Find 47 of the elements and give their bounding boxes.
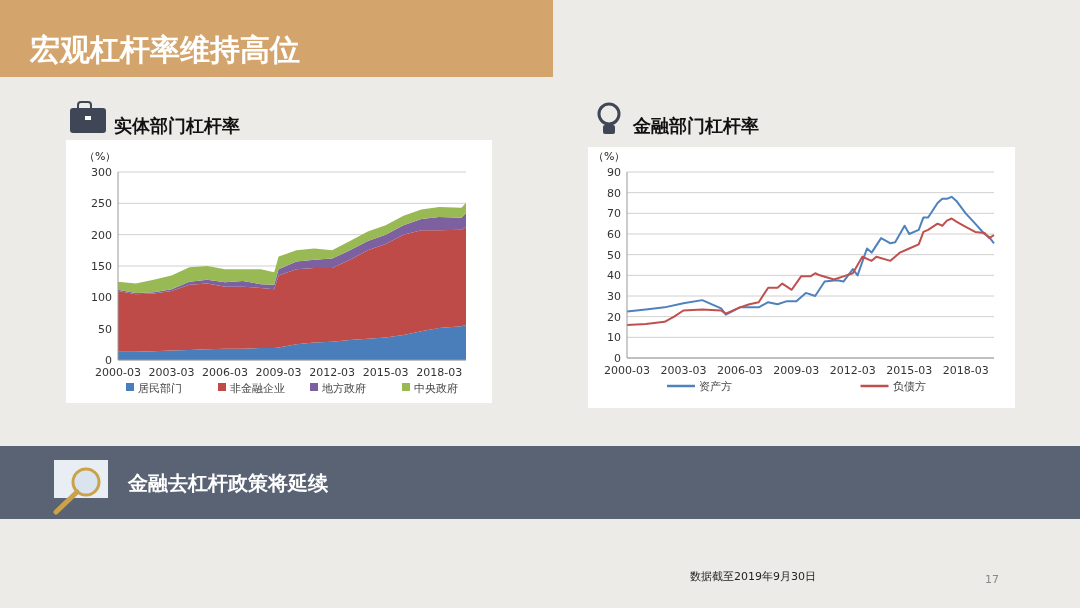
y-tick-label: 30: [607, 289, 621, 303]
y-tick-label: 10: [607, 331, 621, 345]
legend-label: 居民部门: [138, 382, 182, 395]
y-tick-label: 60: [607, 227, 621, 241]
y-tick-label: 20: [607, 310, 621, 324]
x-tick-label: 2015-03: [886, 364, 933, 377]
legend-label: 地方政府: [321, 382, 366, 395]
y-tick-label: 70: [607, 207, 621, 221]
y-tick-label: 300: [91, 165, 112, 179]
legend-label: 中央政府: [414, 382, 458, 395]
y-tick-label: 90: [607, 165, 621, 179]
text: 宏观杠杆率维持高位: [29, 32, 300, 67]
y-axis-title: （%）: [84, 150, 117, 163]
y-tick-label: 50: [98, 322, 112, 336]
x-tick-label: 2000-03: [95, 366, 141, 379]
x-tick-label: 2009-03: [255, 366, 302, 379]
chart-title: 实体部门杠杆率: [114, 115, 240, 136]
x-tick-label: 2006-03: [716, 364, 763, 377]
x-tick-label: 2009-03: [773, 364, 820, 377]
y-tick-label: 200: [91, 228, 112, 242]
y-tick-label: 40: [607, 269, 621, 283]
x-tick-label: 2000-03: [604, 364, 650, 377]
x-tick-label: 2015-03: [362, 366, 409, 379]
y-tick-label: 150: [91, 259, 112, 273]
legend-label: 非金融企业: [230, 382, 285, 395]
y-tick-label: 250: [91, 197, 112, 211]
legend-label: 负债方: [892, 380, 926, 393]
y-tick-label: 100: [91, 291, 112, 305]
chart-title: 金融部门杠杆率: [632, 115, 759, 136]
x-tick-label: 2012-03: [309, 366, 356, 379]
y-tick-label: 80: [607, 186, 621, 200]
x-tick-label: 2003-03: [660, 364, 707, 377]
y-axis-title: （%）: [593, 150, 626, 163]
y-tick-label: 0: [614, 351, 621, 365]
x-tick-label: 2012-03: [829, 364, 876, 377]
y-tick-label: 0: [105, 353, 112, 367]
text: 数据截至2019年9月30日: [690, 570, 816, 583]
x-tick-label: 2003-03: [148, 366, 195, 379]
text: 金融去杠杆政策将延续: [127, 471, 329, 495]
x-tick-label: 2018-03: [416, 366, 463, 379]
text: 17: [985, 573, 999, 586]
line-series: [626, 217, 995, 326]
y-tick-label: 50: [607, 248, 621, 262]
x-tick-label: 2006-03: [202, 366, 249, 379]
legend-label: 资产方: [699, 380, 732, 393]
line-series: [626, 195, 995, 316]
x-tick-label: 2018-03: [942, 364, 989, 377]
